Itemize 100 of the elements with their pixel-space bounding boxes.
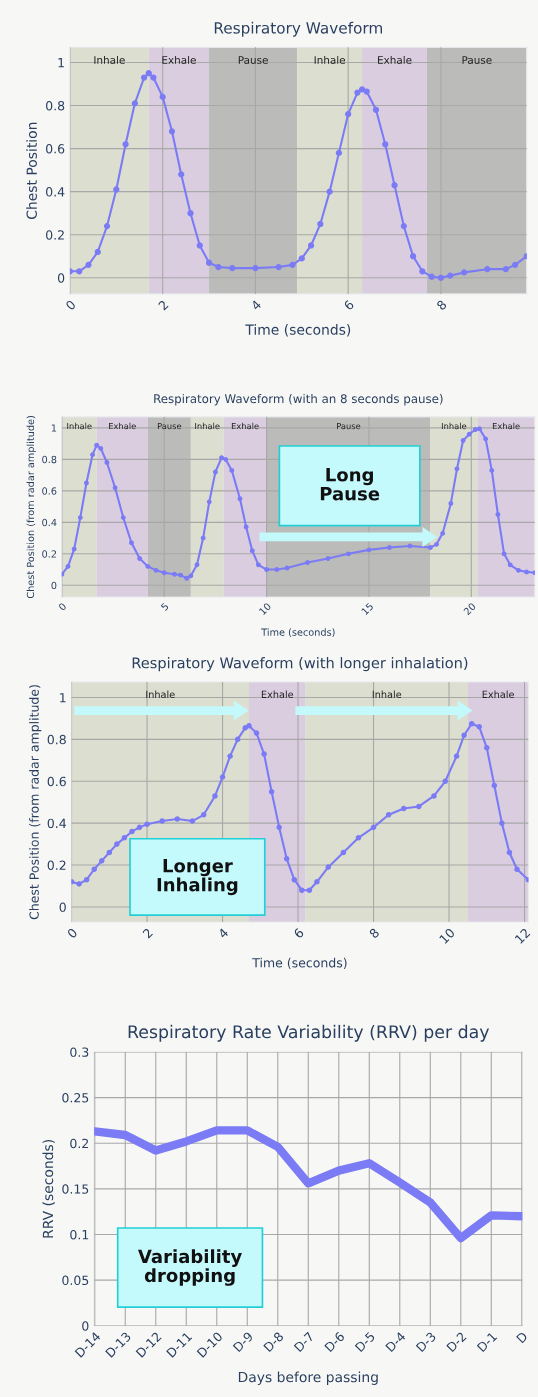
y-tick-label: 0.4 <box>47 818 66 829</box>
y-axis-title: RRV (seconds) <box>42 1140 55 1238</box>
y-tick-label: 0.4 <box>46 187 65 197</box>
y-tick-label: 1 <box>58 58 64 68</box>
x-tick-label: 4 <box>250 299 262 311</box>
band-label: Inhale <box>67 422 92 430</box>
point <box>137 556 143 561</box>
point <box>326 188 333 195</box>
point <box>289 261 296 268</box>
x-tick-label: D-5 <box>354 1331 376 1353</box>
point <box>112 485 118 491</box>
chart-title: Respiratory Waveform <box>214 21 382 37</box>
point <box>159 93 166 101</box>
point <box>366 547 372 553</box>
point <box>453 753 460 759</box>
y-axis-title: Chest Position (from radar amplitude) <box>26 416 36 599</box>
x-tick-label: 5 <box>160 602 169 611</box>
point <box>136 824 143 831</box>
point <box>391 182 398 189</box>
point <box>507 562 513 568</box>
point <box>242 725 248 731</box>
point <box>76 268 83 275</box>
point <box>178 572 184 578</box>
x-tick-label: D-9 <box>232 1331 254 1353</box>
point <box>382 141 389 148</box>
point <box>335 149 343 157</box>
point <box>121 835 128 841</box>
point <box>524 569 530 575</box>
y-tick-label: 0.6 <box>47 776 66 787</box>
point <box>223 456 229 462</box>
point <box>325 864 332 870</box>
point <box>212 469 218 475</box>
point <box>370 824 377 831</box>
point <box>205 259 213 266</box>
point <box>234 736 241 743</box>
y-tick-label: 0.15 <box>62 1184 89 1194</box>
annotation: Variability dropping <box>138 1249 242 1286</box>
band-label: Pause <box>337 422 361 430</box>
point <box>120 515 126 521</box>
point <box>200 535 206 541</box>
point <box>407 543 413 549</box>
point <box>428 273 435 280</box>
point <box>283 855 290 862</box>
point <box>346 551 351 557</box>
band-label: Inhale <box>372 690 402 699</box>
point <box>416 803 422 810</box>
point <box>409 253 417 260</box>
point <box>174 816 181 822</box>
point <box>466 431 472 437</box>
point <box>84 480 89 486</box>
y-tick-label: 1 <box>60 693 66 703</box>
x-tick-label: D-3 <box>415 1331 437 1353</box>
point <box>206 499 212 505</box>
point <box>153 567 159 573</box>
x-tick-label: 2 <box>142 927 153 939</box>
point <box>434 541 439 547</box>
band-label: Exhale <box>492 422 520 430</box>
point <box>499 820 505 826</box>
point <box>489 467 495 473</box>
point <box>386 545 392 550</box>
point <box>363 88 370 95</box>
annotation: Long Pause <box>320 468 380 501</box>
point <box>314 879 320 885</box>
point <box>255 562 261 568</box>
point <box>144 821 150 827</box>
point <box>200 812 207 818</box>
y-tick-label: 0.2 <box>47 860 66 870</box>
point <box>431 793 437 799</box>
y-tick-label: 0.8 <box>42 455 57 464</box>
point <box>98 445 104 451</box>
y-tick-label: 0 <box>59 902 66 912</box>
y-axis-title: Chest Position <box>26 122 37 219</box>
y-axis-title: Chest Position (from radar amplitude) <box>29 685 42 920</box>
point <box>355 835 362 841</box>
band-label: Inhale <box>441 422 467 430</box>
point <box>76 881 82 887</box>
point <box>168 128 176 135</box>
band-label: Pause <box>157 422 182 430</box>
point <box>506 849 513 856</box>
point <box>484 744 490 751</box>
point <box>227 753 233 759</box>
point <box>188 573 194 579</box>
y-tick-label: 0.2 <box>42 550 57 558</box>
y-tick-label: 0.3 <box>70 1047 89 1057</box>
point <box>77 515 83 521</box>
point <box>261 751 267 757</box>
point <box>440 530 446 536</box>
point <box>91 866 97 873</box>
point <box>491 782 498 789</box>
chart-title: Respiratory Waveform (with an 8 seconds pause) <box>154 394 443 406</box>
point <box>276 824 282 831</box>
point <box>94 248 101 256</box>
point <box>215 263 222 271</box>
point <box>90 452 96 458</box>
point <box>511 261 519 268</box>
point <box>275 263 282 271</box>
point <box>145 563 151 569</box>
point <box>104 460 110 465</box>
point <box>325 556 331 561</box>
point <box>131 100 138 107</box>
